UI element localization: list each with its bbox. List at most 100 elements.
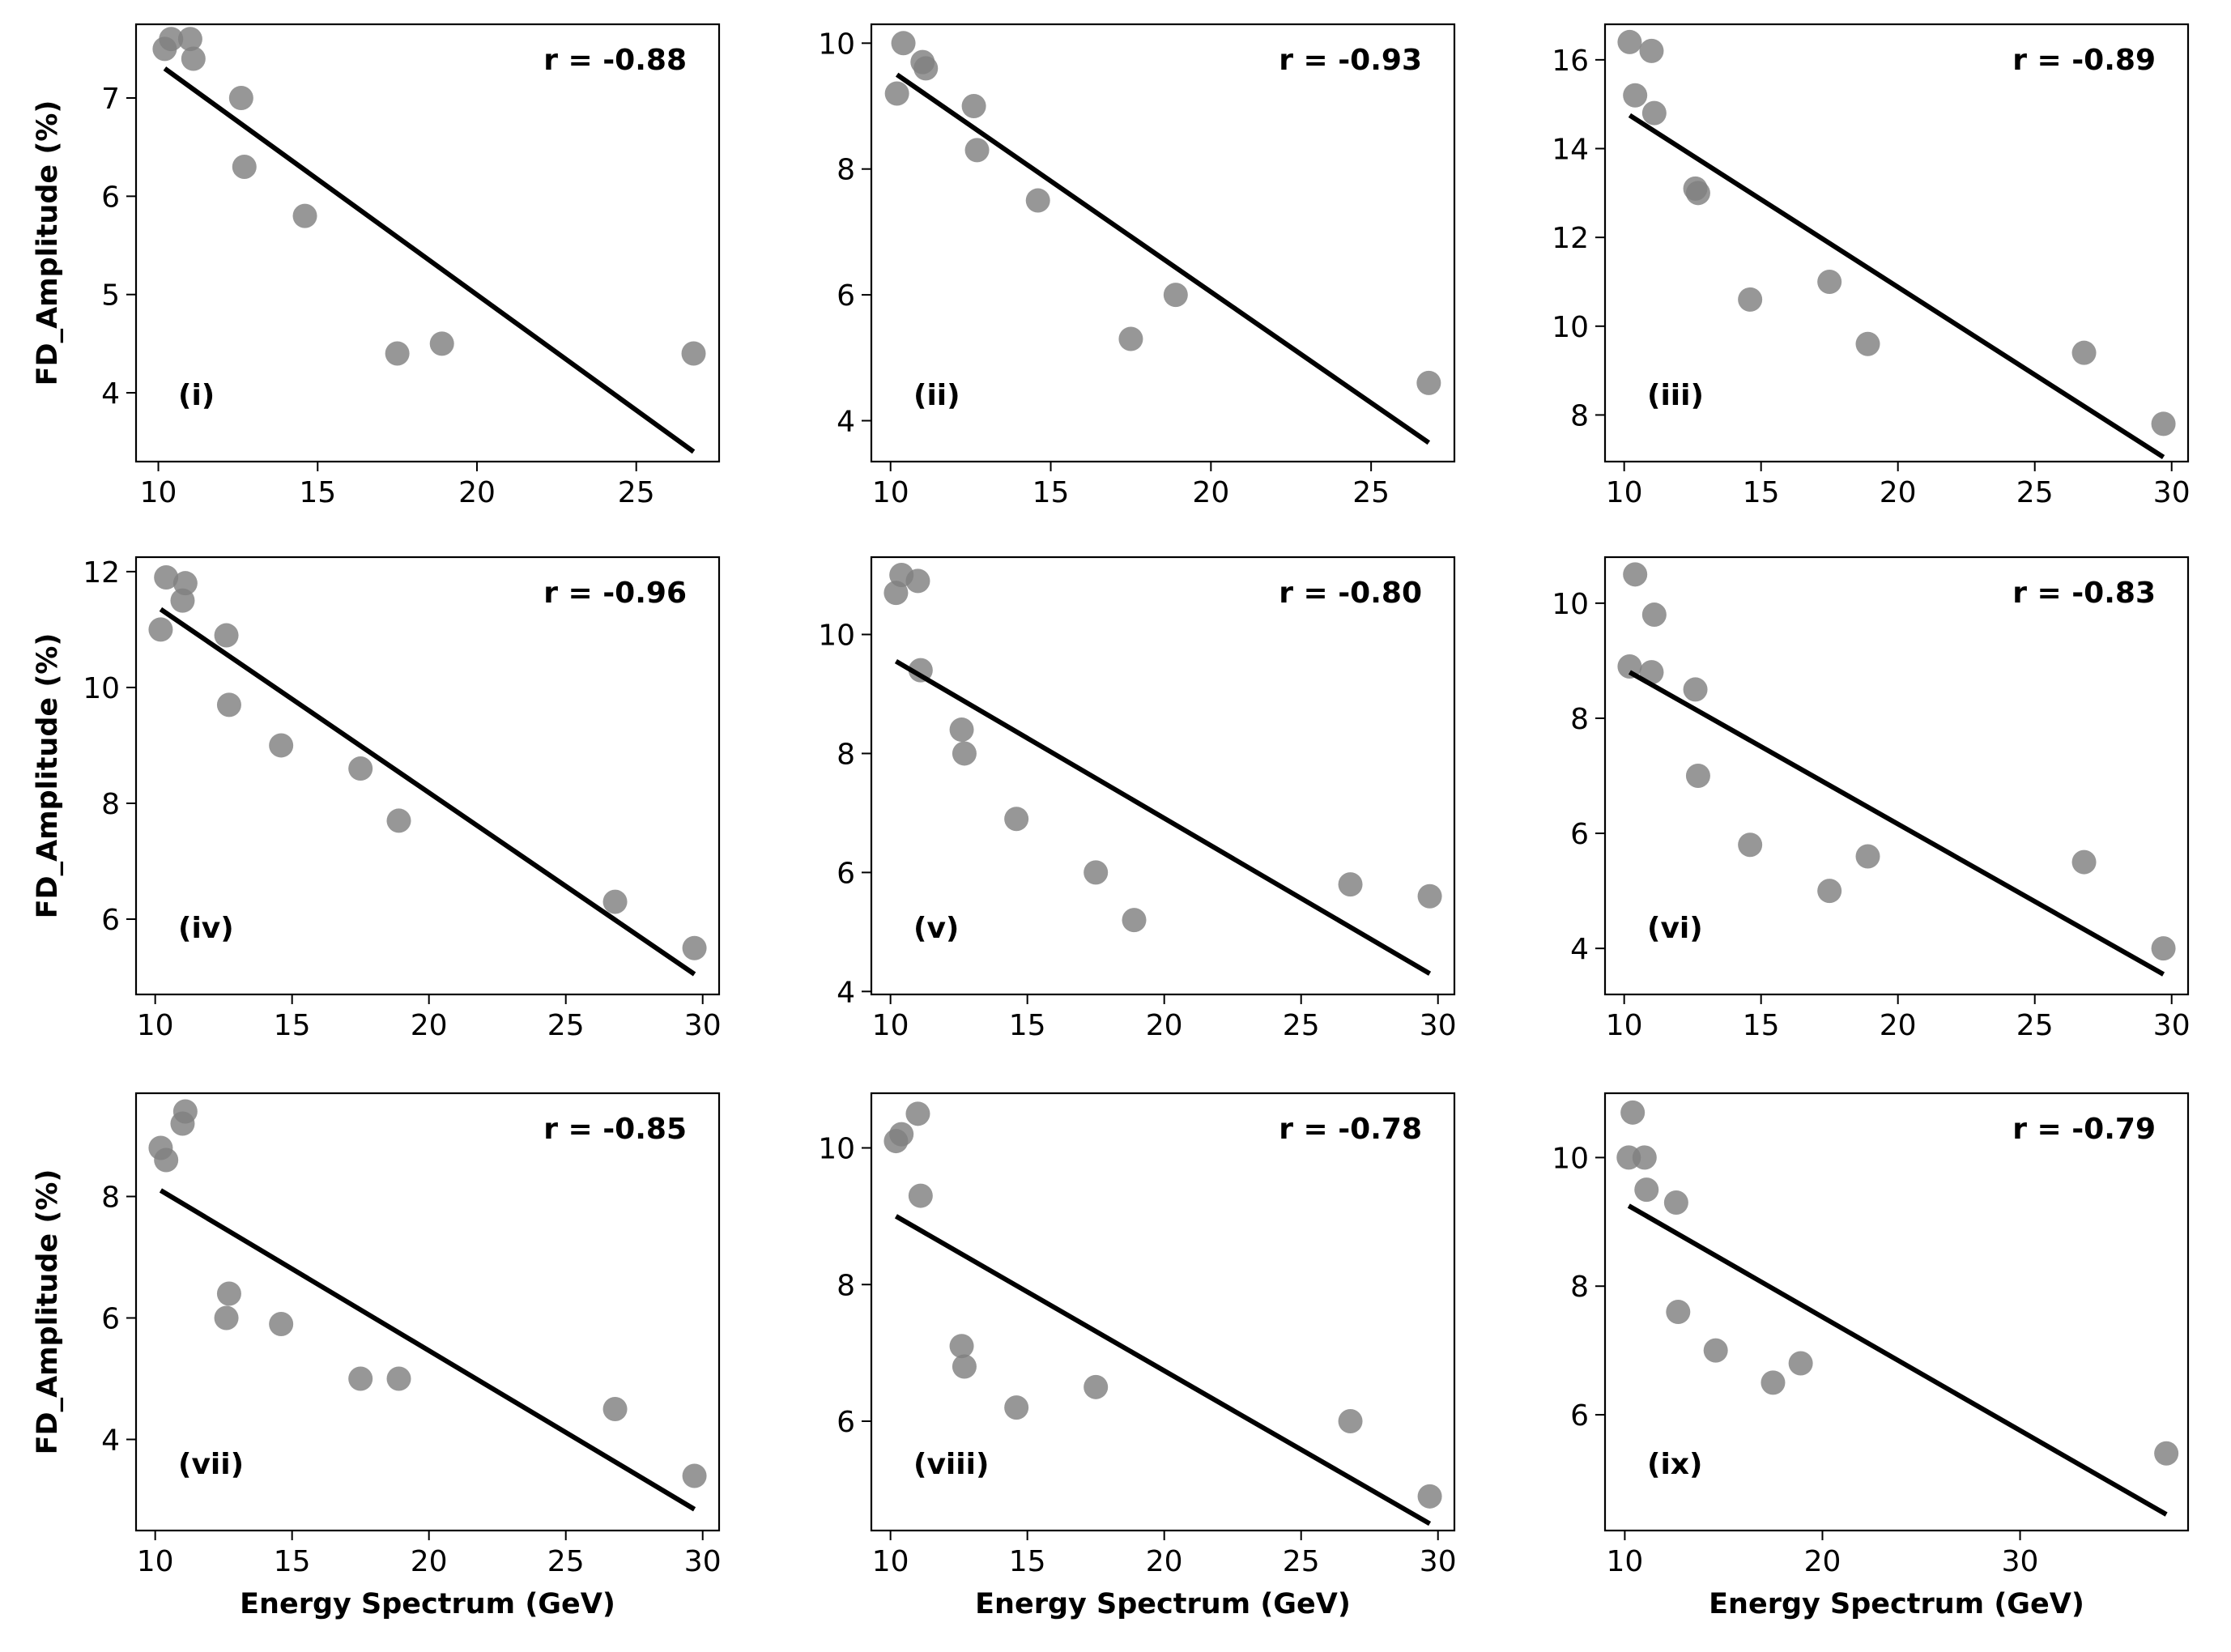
x-tick-label: 20 <box>1880 1009 1917 1042</box>
correlation-annotation: r = -0.96 <box>543 577 687 610</box>
y-tick-label: 10 <box>1552 1142 1589 1175</box>
data-point <box>385 341 410 366</box>
correlation-annotation: r = -0.93 <box>1279 44 1422 77</box>
data-point <box>1620 1100 1646 1125</box>
data-point <box>348 756 373 781</box>
regression-line <box>894 658 1432 976</box>
data-point <box>602 889 628 914</box>
data-point <box>1338 1409 1363 1433</box>
data-point <box>1417 883 1442 909</box>
x-tick-label: 30 <box>1420 1009 1457 1042</box>
data-point <box>1641 602 1667 628</box>
x-tick-label: 20 <box>1146 1545 1183 1578</box>
panel-label: (ix) <box>1647 1448 1702 1481</box>
x-tick-label: 15 <box>274 1545 311 1578</box>
data-point <box>1663 1190 1688 1215</box>
data-point <box>908 1183 933 1208</box>
y-tick-label: 6 <box>837 857 855 890</box>
regression-line <box>1628 113 2165 460</box>
data-point <box>216 692 241 717</box>
data-point <box>1817 879 1842 904</box>
data-point <box>214 623 239 648</box>
data-point <box>682 935 707 960</box>
data-point <box>386 1366 411 1391</box>
correlation-annotation: r = -0.79 <box>2012 1113 2156 1146</box>
panel-label: (vii) <box>178 1448 244 1481</box>
data-point <box>682 1463 707 1488</box>
y-tick-label: 4 <box>837 405 855 438</box>
correlation-annotation: r = -0.85 <box>543 1113 687 1146</box>
y-axis-label: FD_Amplitude (%) <box>32 1169 64 1455</box>
data-point <box>1685 764 1710 788</box>
data-point <box>2151 411 2176 436</box>
data-point <box>1623 562 1648 587</box>
x-tick-label: 15 <box>1032 476 1070 509</box>
data-point <box>177 27 202 52</box>
regression-line <box>159 607 696 977</box>
x-tick-label: 10 <box>872 1545 909 1578</box>
x-tick-label: 10 <box>1607 1545 1644 1578</box>
y-tick-label: 8 <box>101 1182 120 1215</box>
data-point <box>232 154 257 179</box>
data-point <box>2151 936 2176 961</box>
x-tick-label: 25 <box>1352 476 1390 509</box>
y-tick-label: 14 <box>1552 134 1589 167</box>
y-tick-label: 6 <box>837 1406 855 1439</box>
x-tick-label: 15 <box>1009 1545 1046 1578</box>
regression-line <box>1628 670 2165 977</box>
data-point <box>952 1354 977 1379</box>
x-tick-label: 20 <box>1192 476 1229 509</box>
y-tick-label: 4 <box>837 976 855 1009</box>
data-point <box>1623 83 1648 108</box>
data-point <box>1417 1484 1442 1509</box>
data-point <box>1163 283 1188 308</box>
data-point <box>2071 340 2097 365</box>
y-tick-label: 6 <box>1570 1399 1589 1433</box>
correlation-annotation: r = -0.78 <box>1279 1113 1422 1146</box>
data-point <box>1084 1374 1109 1399</box>
x-axis-label: Energy Spectrum (GeV) <box>975 1588 1351 1620</box>
data-point <box>172 571 198 596</box>
data-point <box>1122 908 1147 933</box>
data-point <box>292 203 317 228</box>
y-tick-label: 12 <box>83 556 120 590</box>
data-point <box>884 81 909 106</box>
data-point <box>908 658 933 683</box>
x-tick-label: 30 <box>684 1009 722 1042</box>
data-point <box>1084 860 1109 885</box>
data-point <box>1685 181 1710 206</box>
x-tick-label: 30 <box>2153 1009 2191 1042</box>
y-tick-label: 4 <box>101 1424 120 1458</box>
panel-2-frame <box>870 23 1456 463</box>
data-point <box>964 138 990 163</box>
data-point <box>429 331 454 356</box>
x-tick-label: 30 <box>1420 1545 1457 1578</box>
data-point <box>172 1099 198 1124</box>
data-point <box>1788 1351 1813 1376</box>
panel-4-frame <box>134 556 721 996</box>
x-tick-label: 10 <box>140 476 177 509</box>
data-point <box>1118 326 1143 351</box>
data-point <box>269 733 294 758</box>
panel-2: 10 15 20 25 4 6 8 10 r = -0.93 (ii) <box>818 23 1456 509</box>
x-tick-label: 10 <box>872 476 909 509</box>
panel-label: (viii) <box>913 1448 989 1481</box>
data-point <box>216 1281 241 1306</box>
data-point <box>1738 832 1763 858</box>
panel-label: (ii) <box>913 379 960 412</box>
panel-6-frame <box>1603 556 2190 996</box>
y-tick-label: 10 <box>818 1133 855 1166</box>
panel-1: 10 15 20 25 4 5 6 7 r = -0.88 (i) FD_Amplitude (%) <box>32 23 721 509</box>
data-point <box>602 1397 628 1421</box>
panel-label: (iv) <box>178 912 234 945</box>
panel-label: (iii) <box>1647 379 1704 412</box>
data-point <box>269 1312 294 1336</box>
x-tick-label: 25 <box>2016 476 2054 509</box>
panel-5-frame <box>870 556 1456 996</box>
x-tick-label: 30 <box>2002 1545 2039 1578</box>
data-point <box>1617 654 1642 679</box>
correlation-annotation: r = -0.88 <box>543 44 687 77</box>
y-tick-label: 8 <box>1570 1271 1589 1304</box>
panel-9-frame <box>1603 1092 2190 1532</box>
data-point <box>1761 1370 1786 1395</box>
